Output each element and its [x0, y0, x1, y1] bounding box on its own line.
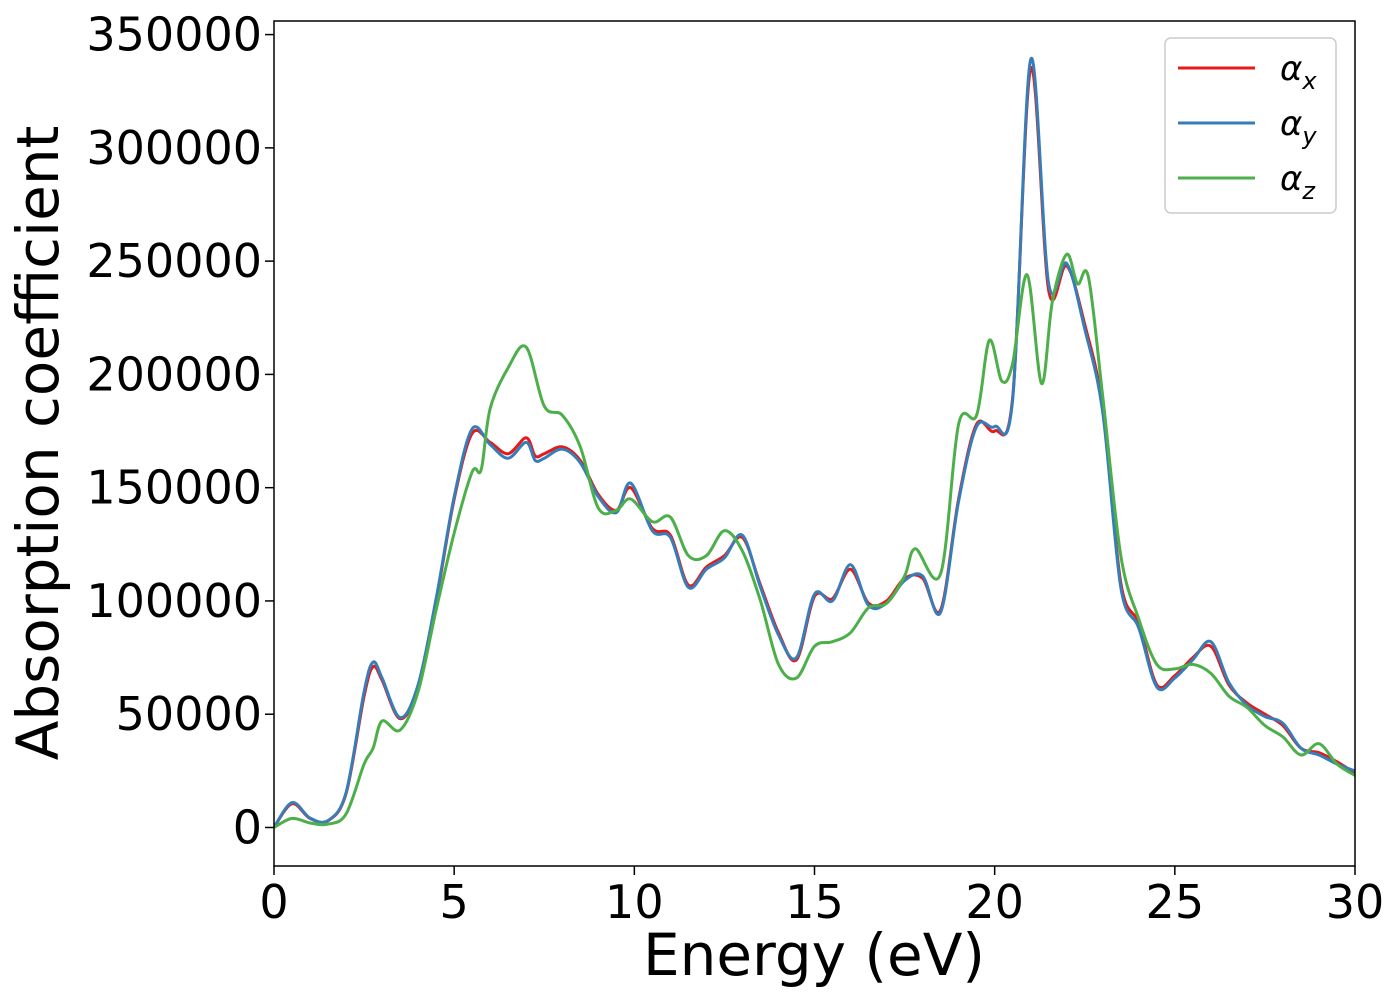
y-axis-ticks: 0 50000 100000 150000 200000 250000 300000 3500… — [86, 8, 274, 854]
y-axis-title: Absorption coefficient — [4, 126, 72, 761]
x-tick-label: 25 — [1146, 875, 1205, 929]
legend-box — [1164, 37, 1337, 214]
series-line-alpha-z — [274, 252, 1355, 829]
y-tick-label: 250000 — [86, 234, 262, 288]
y-tick-label: 50000 — [116, 687, 262, 741]
x-tick-label: 30 — [1326, 875, 1385, 929]
x-tick-label: 15 — [785, 875, 844, 929]
series-layer — [274, 56, 1355, 829]
y-tick-label: 0 — [233, 800, 262, 854]
x-axis-ticks: 0 5 10 15 20 25 30 — [259, 866, 1384, 929]
x-axis-title: Energy (eV) — [643, 921, 985, 989]
x-tick-label: 5 — [440, 875, 469, 929]
y-tick-label: 100000 — [86, 574, 262, 628]
x-tick-label: 0 — [259, 875, 288, 929]
y-tick-label: 200000 — [86, 347, 262, 401]
series-line-alpha-y — [274, 56, 1355, 829]
x-tick-label: 20 — [965, 875, 1024, 929]
y-tick-label: 350000 — [86, 8, 262, 62]
y-tick-label: 300000 — [86, 121, 262, 175]
y-tick-label: 150000 — [86, 461, 262, 515]
x-tick-label: 10 — [605, 875, 664, 929]
